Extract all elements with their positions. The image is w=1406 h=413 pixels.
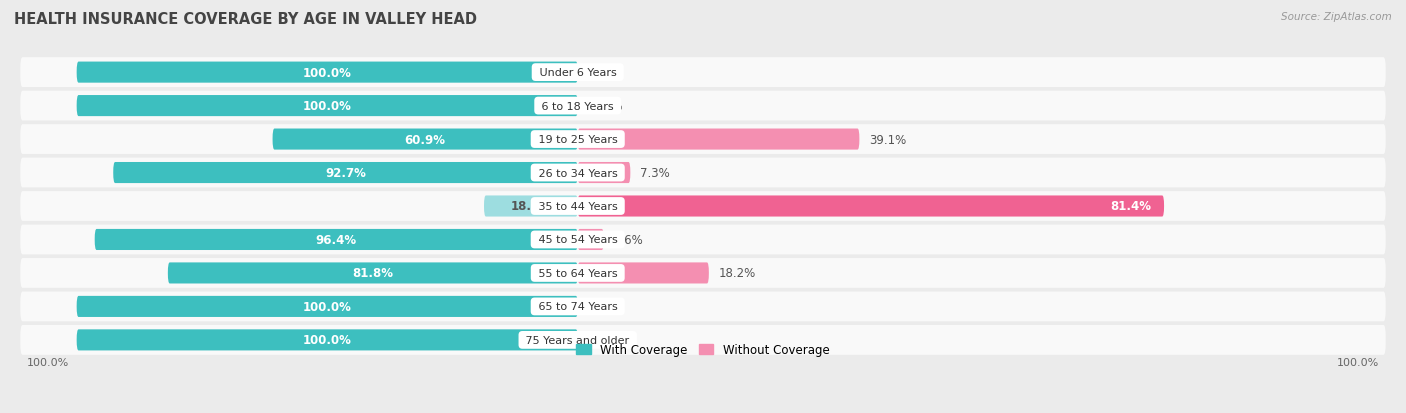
FancyBboxPatch shape	[20, 91, 1386, 121]
Text: 100.0%: 100.0%	[1337, 357, 1379, 367]
FancyBboxPatch shape	[77, 62, 578, 83]
FancyBboxPatch shape	[578, 163, 630, 184]
FancyBboxPatch shape	[20, 259, 1386, 288]
Text: 35 to 44 Years: 35 to 44 Years	[534, 202, 621, 211]
Text: 19 to 25 Years: 19 to 25 Years	[534, 135, 621, 145]
FancyBboxPatch shape	[484, 196, 578, 217]
Text: Under 6 Years: Under 6 Years	[536, 68, 620, 78]
Text: 0.0%: 0.0%	[593, 100, 623, 113]
Text: 100.0%: 100.0%	[302, 66, 352, 79]
FancyBboxPatch shape	[20, 125, 1386, 154]
Text: 0.0%: 0.0%	[593, 66, 623, 79]
FancyBboxPatch shape	[20, 58, 1386, 88]
Text: Source: ZipAtlas.com: Source: ZipAtlas.com	[1281, 12, 1392, 22]
Text: 7.3%: 7.3%	[640, 166, 669, 180]
Text: 92.7%: 92.7%	[325, 166, 366, 180]
Text: 100.0%: 100.0%	[302, 100, 352, 113]
Text: 60.9%: 60.9%	[405, 133, 446, 146]
Text: 3.6%: 3.6%	[613, 233, 643, 247]
FancyBboxPatch shape	[167, 263, 578, 284]
Text: 100.0%: 100.0%	[302, 300, 352, 313]
FancyBboxPatch shape	[114, 163, 578, 184]
Text: 100.0%: 100.0%	[302, 334, 352, 347]
Text: 0.0%: 0.0%	[593, 300, 623, 313]
Text: 39.1%: 39.1%	[869, 133, 905, 146]
Text: 55 to 64 Years: 55 to 64 Years	[534, 268, 621, 278]
Text: 18.2%: 18.2%	[718, 267, 755, 280]
FancyBboxPatch shape	[578, 229, 603, 250]
FancyBboxPatch shape	[20, 292, 1386, 322]
FancyBboxPatch shape	[94, 229, 578, 250]
Text: 65 to 74 Years: 65 to 74 Years	[534, 301, 621, 312]
Text: 81.4%: 81.4%	[1111, 200, 1152, 213]
Text: 96.4%: 96.4%	[316, 233, 357, 247]
FancyBboxPatch shape	[578, 129, 859, 150]
FancyBboxPatch shape	[578, 263, 709, 284]
FancyBboxPatch shape	[77, 330, 578, 351]
Legend: With Coverage, Without Coverage: With Coverage, Without Coverage	[572, 338, 834, 361]
Text: 26 to 34 Years: 26 to 34 Years	[534, 168, 621, 178]
FancyBboxPatch shape	[77, 96, 578, 117]
Text: 100.0%: 100.0%	[27, 357, 69, 367]
Text: 0.0%: 0.0%	[593, 334, 623, 347]
FancyBboxPatch shape	[20, 225, 1386, 255]
Text: 18.7%: 18.7%	[510, 200, 551, 213]
FancyBboxPatch shape	[20, 325, 1386, 355]
Text: 81.8%: 81.8%	[353, 267, 394, 280]
FancyBboxPatch shape	[578, 196, 1164, 217]
Text: 75 Years and older: 75 Years and older	[523, 335, 633, 345]
Text: 6 to 18 Years: 6 to 18 Years	[538, 101, 617, 112]
FancyBboxPatch shape	[20, 158, 1386, 188]
Text: 45 to 54 Years: 45 to 54 Years	[534, 235, 621, 245]
Text: HEALTH INSURANCE COVERAGE BY AGE IN VALLEY HEAD: HEALTH INSURANCE COVERAGE BY AGE IN VALL…	[14, 12, 477, 27]
FancyBboxPatch shape	[273, 129, 578, 150]
FancyBboxPatch shape	[77, 296, 578, 317]
FancyBboxPatch shape	[20, 192, 1386, 221]
